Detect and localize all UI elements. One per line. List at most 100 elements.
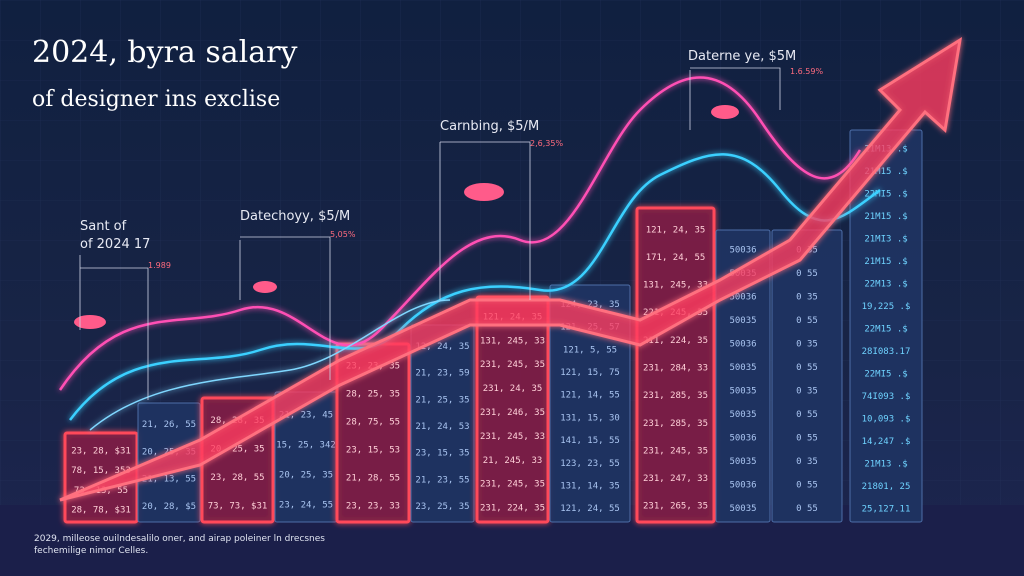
column-text: 171, 24, 55 [646,253,706,263]
column-text: 28I083.17 [862,347,911,357]
column-text: 231, 245, 35 [480,360,545,370]
column-text: 50035 [729,410,756,420]
cloud-icons [74,105,739,329]
pink-curve [58,76,862,391]
column-text: 20, 25, 35 [210,444,264,454]
column-text: 50036 [729,480,756,490]
annotation-label: of 2024 17 [80,237,150,252]
column-text: 50035 [729,363,756,373]
column-text: 21, 26, 55 [142,420,196,430]
annotation-label: Carnbing, $5/M [440,119,539,134]
column-text: 23, 23, 33 [346,502,400,512]
column-text: 50035 [729,457,756,467]
annotation-value: 1.6.59% [790,67,823,76]
annotation-label: Datechoyy, $5/M [240,209,350,224]
column-text: 21MI3 .$ [864,235,907,245]
column-text: 131, 15, 30 [560,413,620,423]
column-text: 23, 15, 53 [346,446,400,456]
column-text: 50035 [729,316,756,326]
column-text: 21, 13, 55 [142,475,196,485]
column-text: 15, 25, 342 [276,441,336,451]
column-text: 231, 245, 35 [480,480,545,490]
column-text: 131, 245, 33 [643,281,708,291]
column-text: 21, 28, 55 [346,474,400,484]
column-text: 20, 25, 35 [279,471,333,481]
column-text: 50036 [729,339,756,349]
column: 0 350 550 350 550 350 550 350 550 550 35… [771,229,843,523]
column-text: 12, 24, 35 [415,342,469,352]
column-text: 0 35 [796,386,818,396]
column-text: 0 55 [796,480,818,490]
column-text: 21, 23, 59 [415,369,469,379]
column-text: 10,093 .$ [862,414,911,424]
leader-lines [79,67,781,400]
column-text: 231, 284, 33 [643,364,708,374]
arrow [59,36,963,502]
column-text: 74I093 .$ [862,392,911,402]
column-text: 21, 245, 33 [483,456,543,466]
column-text: 21, 23, 45 [279,411,333,421]
column-text: 231, 24, 35 [483,384,543,394]
column-text: 50036 [729,433,756,443]
column-text: 19,225 .$ [862,302,911,312]
column-text: 50035 [729,386,756,396]
column-text: 121, 5, 55 [563,345,617,355]
column-text: 0 55 [796,316,818,326]
column-text: 22M13 .$ [864,280,907,290]
column-text: 231, 224, 35 [480,504,545,514]
column-text: 0 55 [796,433,818,443]
column-text: 0 55 [796,410,818,420]
column-text: 231, 285, 35 [643,419,708,429]
column-text: 21, 23, 55 [415,475,469,485]
column-text: 22MI5 .$ [864,369,907,379]
column-text: 0 35 [796,339,818,349]
column-text: 23, 24, 55 [279,501,333,511]
column-text: 73, 73, $31 [208,501,268,511]
column: 21M13 .$ 21M15 .$ 22MI5 .$ 21M15 .$ 21MI3 .$… [849,129,923,523]
column-text: 21, 25, 35 [415,395,469,405]
column-text: 131, 14, 35 [560,481,620,491]
column-text: 28, 75, 55 [346,418,400,428]
column-text: 121, 24, 55 [560,504,620,514]
column-text: 28, 78, $31 [71,506,131,516]
column-text: 23, 15, 35 [415,449,469,459]
title: 2024, byra salary [32,35,297,70]
blue-curve [69,153,881,421]
column-text: 21M15 .$ [864,212,907,222]
annotation-value: 1.989 [148,261,171,270]
footer-line: fechemilige nimor Celles. [34,546,148,556]
column-text: 50035 [729,504,756,514]
column-text: 231, 265, 35 [643,502,708,512]
column-text: 231, 246, 35 [480,408,545,418]
column-text: 28, 25, 35 [346,390,400,400]
annotation-value: 5,05% [330,230,356,239]
column-text: 131, 245, 33 [480,336,545,346]
column-text: 231, 247, 33 [643,474,708,484]
footer-line: 2029, milleose ouilndesalilo oner, and a… [34,534,325,544]
column-text: 23, 25, 35 [415,502,469,512]
column-text: 231, 245, 33 [480,432,545,442]
column-text: 78, 15, 353 [71,466,131,476]
column-text: 121, 14, 55 [560,391,620,401]
column-body [475,295,550,524]
subtitle: of designer ins exclise [32,87,280,112]
column-text: 23, 28, $31 [71,446,131,456]
column-text: 0 55 [796,269,818,279]
column-text: 22M15 .$ [864,325,907,335]
column-text: 141, 15, 55 [560,436,620,446]
column-text: 21801, 25 [862,482,911,492]
column-text: 0 35 [796,457,818,467]
column-text: 123, 23, 55 [560,459,620,469]
column-body [549,284,631,523]
column-text: 211, 224, 35 [643,336,708,346]
column-text: 14,247 .$ [862,437,911,447]
column-text: 21M13 .$ [864,459,907,469]
annotation-value: 2,6,35% [530,139,563,148]
column-text: 121, 15, 75 [560,368,620,378]
column-text: 23, 28, 55 [210,473,264,483]
column-text: 22MI5 .$ [864,190,907,200]
column-text: 21, 24, 53 [415,422,469,432]
